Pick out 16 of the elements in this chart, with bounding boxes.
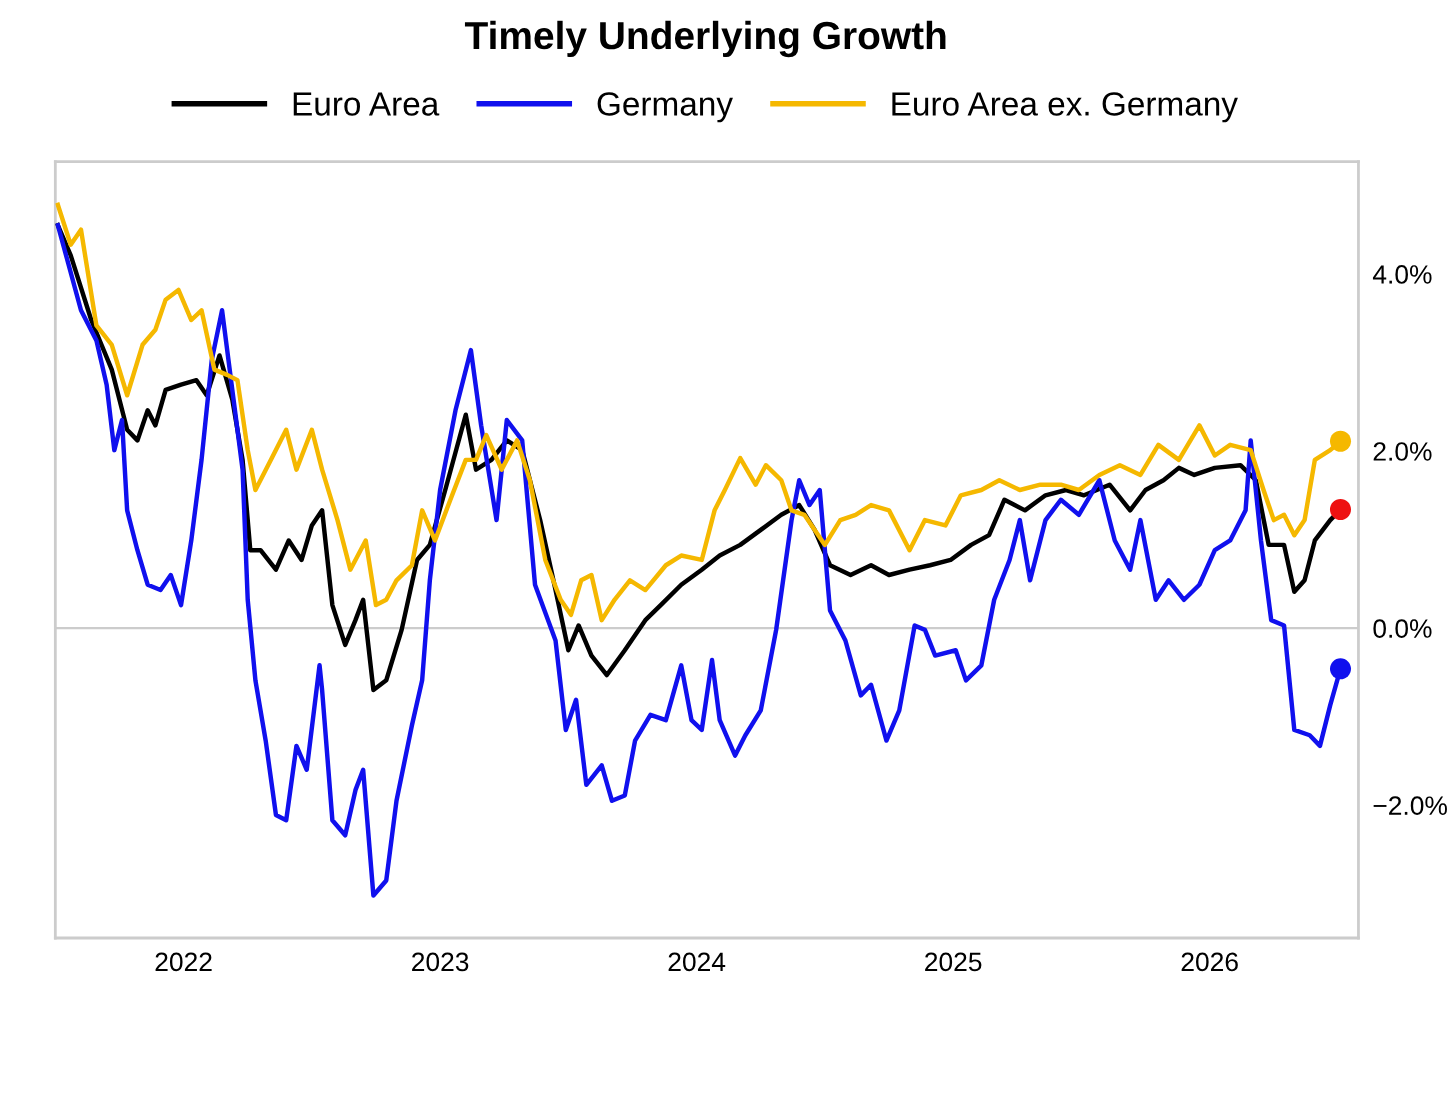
- legend-label: Euro Area: [293, 92, 440, 116]
- x-tick-label: 2022: [155, 952, 212, 972]
- x-tick-label: 2025: [925, 952, 982, 972]
- legend-label: Euro Area ex. Germany: [892, 92, 1238, 123]
- x-tick-label: 2026: [1181, 952, 1238, 972]
- y-tick-label: 2.0%: [1373, 442, 1432, 461]
- x-tick-label: 2024: [668, 952, 726, 972]
- y-tick-label: 0.0%: [1373, 619, 1432, 638]
- y-tick-label: 4.0%: [1372, 265, 1432, 284]
- point: [1329, 430, 1352, 452]
- point: [1329, 498, 1352, 521]
- x-tick-label: 2023: [412, 952, 469, 972]
- chart-title: Timely Underlying Growth: [464, 20, 946, 58]
- legend-label: Germany: [597, 92, 733, 123]
- y-tick-label: −2.0%: [1373, 796, 1447, 816]
- point: [1329, 658, 1352, 680]
